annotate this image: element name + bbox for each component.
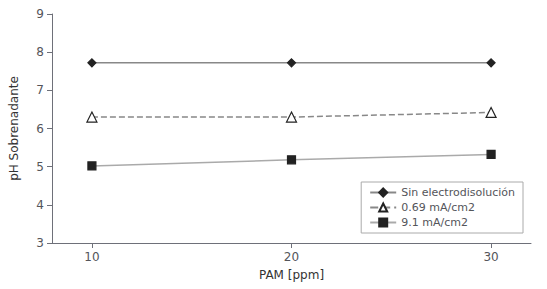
svg-text:30: 30 — [483, 250, 498, 264]
svg-text:9: 9 — [36, 7, 44, 21]
svg-text:4: 4 — [36, 198, 44, 212]
svg-text:pH Sobrenadante: pH Sobrenadante — [7, 76, 21, 181]
svg-text:5: 5 — [36, 160, 44, 174]
svg-text:10: 10 — [84, 250, 99, 264]
svg-text:6: 6 — [36, 122, 44, 136]
svg-text:0.69 mA/cm2: 0.69 mA/cm2 — [401, 201, 475, 214]
svg-text:7: 7 — [36, 83, 44, 97]
svg-text:9.1 mA/cm2: 9.1 mA/cm2 — [401, 216, 468, 229]
svg-text:PAM [ppm]: PAM [ppm] — [259, 268, 324, 282]
svg-text:Sin electrodisolución: Sin electrodisolución — [401, 186, 515, 199]
svg-text:8: 8 — [36, 45, 44, 59]
svg-text:20: 20 — [284, 250, 299, 264]
svg-text:3: 3 — [36, 236, 44, 250]
